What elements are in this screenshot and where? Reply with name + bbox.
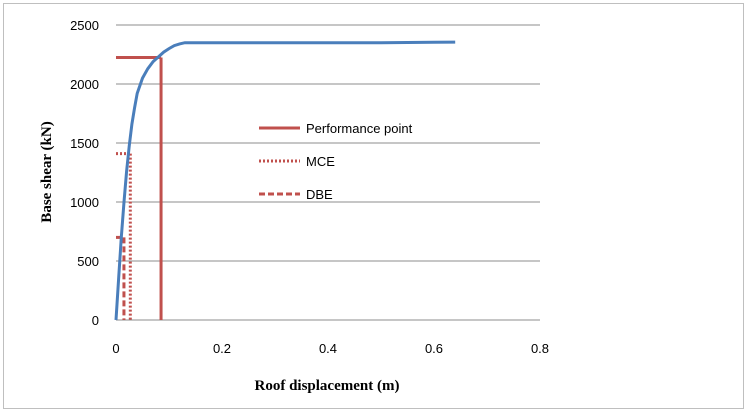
gridlines (116, 24, 540, 321)
x-tick-label: 0 (112, 341, 119, 356)
x-tick-label: 0.2 (213, 341, 231, 356)
y-tick-label: 2000 (70, 77, 99, 92)
x-tick-label: 0.4 (319, 341, 337, 356)
y-tick-label: 1000 (70, 195, 99, 210)
capacity-curve (114, 40, 456, 321)
y-axis-title: Base shear (kN) (39, 121, 55, 222)
x-tick-labels: 0 0.2 0.4 0.6 0.8 (112, 341, 549, 356)
x-tick-label: 0.6 (425, 341, 443, 356)
chart-frame (3, 3, 744, 409)
performance-marker-lines (116, 55, 163, 320)
legend-label-performance-point: Performance point (306, 121, 413, 136)
x-axis-title: Roof displacement (m) (255, 378, 400, 394)
y-tick-labels: 0 500 1000 1500 2000 2500 (70, 18, 99, 328)
y-tick-label: 500 (77, 254, 99, 269)
legend-label-dbe: DBE (306, 187, 333, 202)
legend-label-mce: MCE (306, 154, 335, 169)
x-tick-label: 0.8 (531, 341, 549, 356)
y-tick-label: 1500 (70, 136, 99, 151)
y-tick-label: 0 (92, 313, 99, 328)
legend: Performance point MCE DBE (259, 121, 413, 202)
y-tick-label: 2500 (70, 18, 99, 33)
